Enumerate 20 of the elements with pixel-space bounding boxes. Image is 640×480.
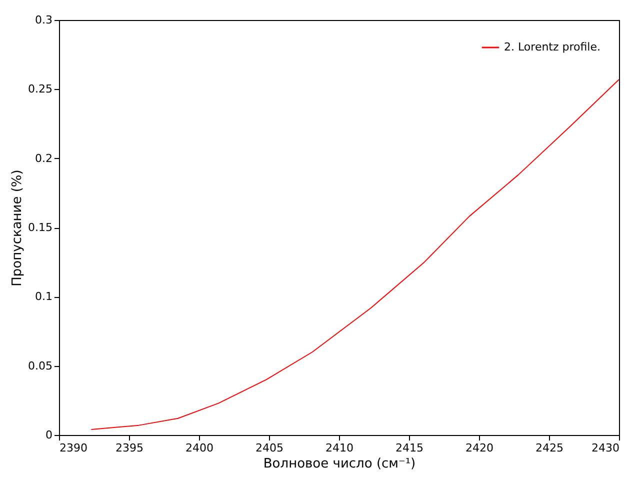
y-axis-title: Пропускание (%) xyxy=(10,170,26,286)
y-tick-label: 0.05 xyxy=(28,359,52,372)
x-tick-label: 2415 xyxy=(396,442,424,454)
x-tick-label: 2425 xyxy=(536,442,564,454)
x-tick-label: 2390 xyxy=(60,442,88,454)
x-tick-label: 2400 xyxy=(186,442,214,454)
x-tick-label: 2420 xyxy=(466,442,494,454)
y-tick-label: 0 xyxy=(46,428,52,442)
legend-label: 2. Lorentz profile. xyxy=(504,40,601,54)
x-axis-title: Волновое число (см⁻¹) xyxy=(263,456,416,472)
x-tick-label: 2405 xyxy=(256,442,284,454)
line-series xyxy=(90,78,620,430)
y-tick-label: 0.3 xyxy=(35,14,52,26)
x-tick-label: 2410 xyxy=(326,442,354,454)
y-tick-label: 0.1 xyxy=(35,290,52,304)
y-tick-label: 0.25 xyxy=(28,82,52,96)
x-tick-label: 2395 xyxy=(116,442,144,454)
y-tick-label: 0.2 xyxy=(35,152,52,165)
x-tick-label: 2430 xyxy=(592,442,620,454)
y-tick-label: 0.15 xyxy=(28,221,52,234)
